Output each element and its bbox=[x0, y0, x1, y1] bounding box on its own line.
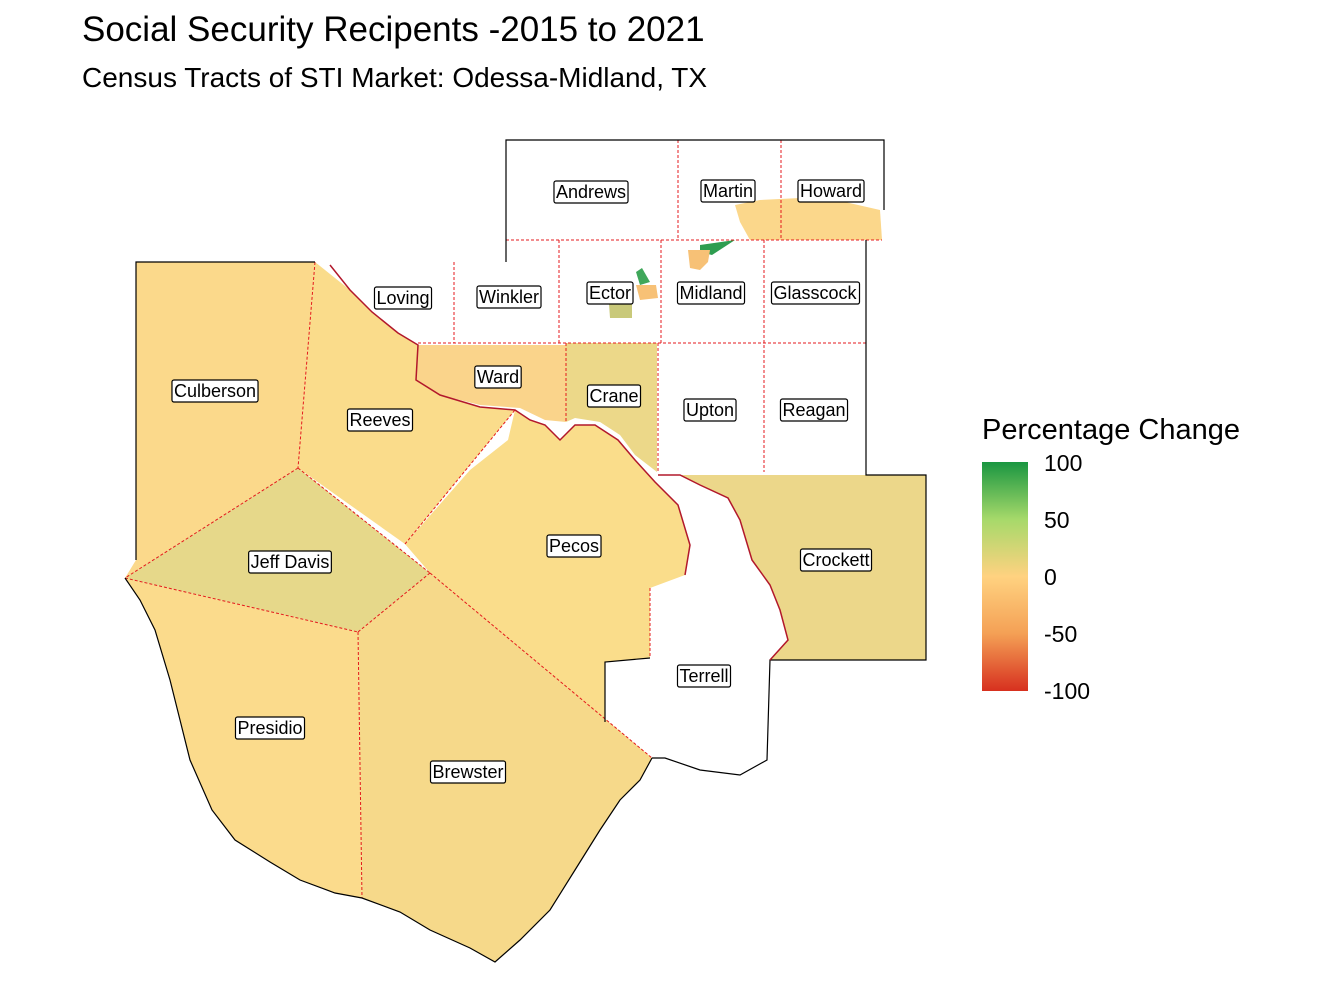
county-label-box bbox=[683, 398, 737, 422]
county-label-box bbox=[476, 285, 542, 309]
county-label-brewster: Brewster bbox=[429, 760, 507, 784]
county-name-martin: Martin bbox=[703, 181, 753, 201]
county-label-box bbox=[234, 716, 306, 740]
county-label-ward: Ward bbox=[474, 365, 522, 389]
county-label-box bbox=[474, 365, 522, 389]
tract-midland-orange[interactable] bbox=[688, 250, 710, 270]
county-name-loving: Loving bbox=[376, 288, 429, 308]
county-label-box bbox=[553, 180, 629, 204]
county-label-box bbox=[546, 534, 602, 558]
county-name-ward: Ward bbox=[477, 367, 519, 387]
region-outline bbox=[124, 139, 927, 963]
county-label-midland: Midland bbox=[676, 281, 746, 305]
county-label-box bbox=[586, 384, 642, 408]
county-label-box bbox=[676, 281, 746, 305]
county-label-box bbox=[248, 550, 332, 574]
county-name-jeff-davis: Jeff Davis bbox=[251, 552, 330, 572]
county-name-reeves: Reeves bbox=[349, 410, 410, 430]
county-label-box bbox=[797, 179, 865, 203]
county-shape-martin-howard[interactable] bbox=[735, 198, 882, 240]
county-label-reeves: Reeves bbox=[346, 408, 414, 432]
county-label-martin: Martin bbox=[700, 179, 756, 203]
legend-color-bar bbox=[982, 462, 1028, 691]
county-borders bbox=[124, 140, 882, 899]
county-shape-culberson[interactable] bbox=[125, 262, 315, 578]
county-name-glasscock: Glasscock bbox=[773, 283, 857, 303]
county-label-glasscock: Glasscock bbox=[770, 281, 861, 305]
county-label-box bbox=[373, 286, 433, 310]
tract-ector-green[interactable] bbox=[636, 268, 650, 285]
county-label-box bbox=[779, 398, 849, 422]
county-label-howard: Howard bbox=[797, 179, 865, 203]
county-label-box bbox=[171, 379, 259, 403]
chart-subtitle: Census Tracts of STI Market: Odessa-Midl… bbox=[82, 62, 708, 93]
county-label-culberson: Culberson bbox=[171, 379, 259, 403]
county-name-terrell: Terrell bbox=[679, 666, 728, 686]
county-shape-crockett[interactable] bbox=[658, 475, 926, 660]
river-pecos bbox=[329, 264, 691, 576]
county-shape-jeff-davis[interactable] bbox=[125, 468, 430, 632]
county-name-crane: Crane bbox=[589, 386, 638, 406]
county-label-ector: Ector bbox=[586, 281, 634, 305]
county-name-crockett: Crockett bbox=[802, 550, 869, 570]
chart-title: Social Security Recipents -2015 to 2021 bbox=[82, 10, 705, 49]
county-label-winkler: Winkler bbox=[476, 285, 542, 309]
legend-title: Percentage Change bbox=[982, 414, 1240, 446]
county-label-box bbox=[346, 408, 414, 432]
legend-tick-neg100: -100 bbox=[1044, 678, 1091, 704]
county-label-crockett: Crockett bbox=[799, 548, 873, 572]
county-name-reagan: Reagan bbox=[782, 400, 845, 420]
county-name-brewster: Brewster bbox=[432, 762, 503, 782]
county-label-reagan: Reagan bbox=[779, 398, 849, 422]
county-label-box bbox=[799, 548, 873, 572]
county-label-terrell: Terrell bbox=[676, 664, 732, 688]
tract-ector-orange[interactable] bbox=[636, 285, 658, 300]
county-shape-pecos[interactable] bbox=[405, 410, 690, 722]
river-terrell bbox=[658, 474, 789, 661]
county-label-box bbox=[700, 179, 756, 203]
county-shape-reeves[interactable] bbox=[298, 262, 515, 544]
county-label-loving: Loving bbox=[373, 286, 433, 310]
county-label-crane: Crane bbox=[586, 384, 642, 408]
county-name-midland: Midland bbox=[679, 283, 742, 303]
legend-tick-50: 50 bbox=[1044, 507, 1070, 533]
county-labels: Andrews Martin Howard Loving Winkler Ector Mid… bbox=[171, 179, 873, 784]
legend-tick-100: 100 bbox=[1044, 450, 1083, 476]
county-label-andrews: Andrews bbox=[553, 180, 629, 204]
county-label-box bbox=[770, 281, 861, 305]
legend-tick-0: 0 bbox=[1044, 564, 1057, 590]
county-name-culberson: Culberson bbox=[174, 381, 256, 401]
county-label-box bbox=[429, 760, 507, 784]
county-label-box bbox=[676, 664, 732, 688]
legend-tick-neg50: -50 bbox=[1044, 621, 1078, 647]
county-name-upton: Upton bbox=[686, 400, 734, 420]
county-name-presidio: Presidio bbox=[237, 718, 302, 738]
county-name-andrews: Andrews bbox=[556, 182, 626, 202]
county-name-pecos: Pecos bbox=[549, 536, 599, 556]
county-name-ector: Ector bbox=[589, 283, 631, 303]
county-label-presidio: Presidio bbox=[234, 716, 306, 740]
county-name-winkler: Winkler bbox=[479, 287, 539, 307]
county-label-pecos: Pecos bbox=[546, 534, 602, 558]
county-fills bbox=[125, 198, 926, 962]
county-label-box bbox=[586, 281, 634, 305]
county-label-jeff-davis: Jeff Davis bbox=[248, 550, 332, 574]
county-label-upton: Upton bbox=[683, 398, 737, 422]
county-name-howard: Howard bbox=[800, 181, 862, 201]
